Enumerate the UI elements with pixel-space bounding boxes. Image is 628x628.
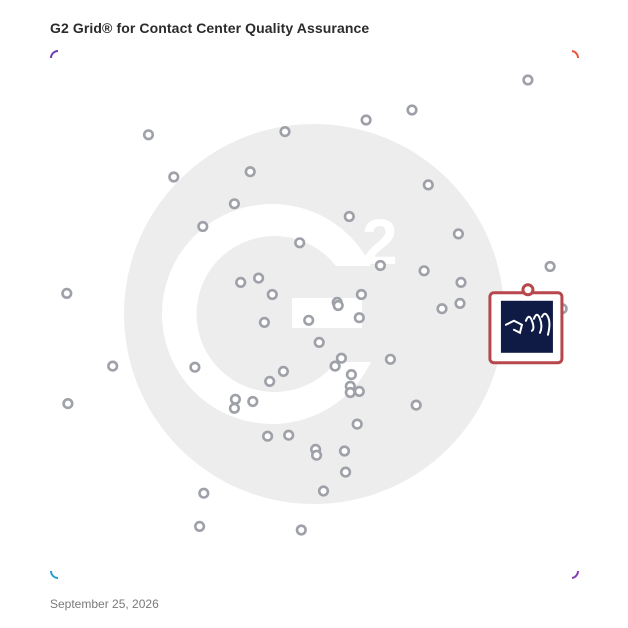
product-point[interactable] bbox=[197, 220, 209, 233]
product-point[interactable] bbox=[107, 360, 119, 372]
product-point[interactable] bbox=[317, 485, 330, 497]
product-point[interactable] bbox=[344, 386, 356, 399]
product-logo-glyph bbox=[504, 312, 551, 336]
product-point[interactable] bbox=[266, 288, 278, 301]
product-point[interactable] bbox=[452, 228, 465, 240]
product-point[interactable] bbox=[262, 430, 274, 442]
product-point[interactable] bbox=[313, 336, 325, 349]
product-point[interactable] bbox=[189, 361, 201, 373]
product-point[interactable] bbox=[295, 524, 307, 536]
product-point[interactable] bbox=[168, 171, 180, 183]
product-point[interactable] bbox=[436, 303, 448, 315]
product-point[interactable] bbox=[418, 265, 430, 277]
product-point[interactable] bbox=[355, 288, 368, 301]
product-point[interactable] bbox=[332, 299, 344, 312]
product-point[interactable] bbox=[406, 104, 418, 116]
product-point[interactable] bbox=[338, 445, 351, 457]
product-point[interactable] bbox=[294, 237, 306, 249]
product-point[interactable] bbox=[303, 314, 315, 326]
product-point[interactable] bbox=[329, 360, 341, 372]
product-point[interactable] bbox=[345, 369, 358, 381]
product-point[interactable] bbox=[544, 260, 556, 273]
product-point[interactable] bbox=[522, 74, 534, 86]
product-point[interactable] bbox=[62, 398, 74, 410]
product-point[interactable] bbox=[353, 312, 365, 324]
product-point[interactable] bbox=[142, 129, 155, 141]
product-point[interactable] bbox=[229, 393, 241, 405]
product-point[interactable] bbox=[422, 179, 434, 191]
product-point[interactable] bbox=[410, 399, 422, 411]
product-point[interactable] bbox=[351, 418, 363, 430]
highlighted-product[interactable] bbox=[488, 283, 564, 365]
chart-title: G2 Grid® for Contact Center Quality Assu… bbox=[50, 20, 370, 36]
product-point[interactable] bbox=[247, 395, 259, 408]
highlight-point[interactable] bbox=[521, 283, 535, 297]
product-logo-icon bbox=[500, 300, 553, 353]
product-point[interactable] bbox=[253, 272, 265, 284]
product-point[interactable] bbox=[384, 353, 397, 365]
product-point[interactable] bbox=[353, 385, 365, 398]
product-points bbox=[61, 74, 568, 536]
product-point[interactable] bbox=[235, 276, 247, 289]
product-point[interactable] bbox=[311, 449, 323, 461]
product-point[interactable] bbox=[454, 297, 466, 310]
product-point[interactable] bbox=[228, 402, 240, 414]
product-point[interactable] bbox=[343, 210, 355, 223]
product-point[interactable] bbox=[279, 126, 291, 138]
report-date: September 25, 2026 bbox=[50, 597, 159, 611]
product-point[interactable] bbox=[340, 466, 352, 478]
product-point[interactable] bbox=[228, 198, 240, 210]
product-point[interactable] bbox=[61, 287, 73, 300]
product-point[interactable] bbox=[455, 276, 467, 289]
product-point[interactable] bbox=[374, 259, 387, 272]
product-point[interactable] bbox=[277, 365, 290, 378]
product-point[interactable] bbox=[283, 429, 295, 441]
product-point[interactable] bbox=[244, 166, 256, 178]
product-point[interactable] bbox=[360, 114, 372, 126]
product-point[interactable] bbox=[264, 375, 276, 388]
product-point[interactable] bbox=[198, 487, 210, 499]
product-point[interactable] bbox=[258, 316, 271, 329]
product-point[interactable] bbox=[194, 520, 206, 533]
product-point[interactable] bbox=[335, 352, 348, 364]
